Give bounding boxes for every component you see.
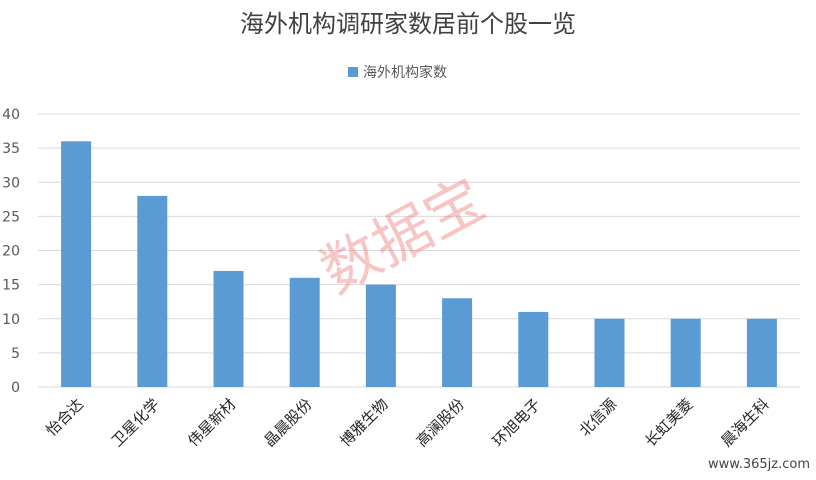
- x-tick-label: 环旭电子: [489, 395, 544, 450]
- y-axis: 0 5 10 15 20 25 30 35 40: [2, 107, 20, 396]
- y-tick-label: 0: [11, 380, 20, 396]
- x-tick-label: 长虹美菱: [641, 395, 696, 450]
- y-tick-label: 20: [2, 244, 20, 260]
- bar: [746, 318, 777, 387]
- watermark: 数据宝: [310, 165, 496, 307]
- y-tick-label: 5: [11, 346, 20, 362]
- chart-title: 海外机构调研家数居前个股一览: [240, 10, 576, 38]
- x-tick-label: 晨海生科: [718, 395, 773, 450]
- legend-swatch: [348, 67, 358, 77]
- x-tick-label: 伟星新材: [184, 395, 239, 450]
- y-tick-label: 30: [2, 175, 20, 191]
- bar: [442, 298, 473, 387]
- bar: [137, 195, 168, 387]
- x-tick-label: 博雅生物: [337, 395, 392, 450]
- y-tick-label: 25: [2, 209, 20, 225]
- bar: [61, 141, 92, 387]
- bar: [518, 311, 549, 387]
- x-tick-label: 北信源: [576, 395, 621, 440]
- x-tick-label: 晶晨股份: [260, 395, 315, 450]
- site-url: www.365jz.com: [708, 457, 810, 472]
- legend-label: 海外机构家数: [363, 64, 447, 81]
- x-tick-label: 高澜股份: [413, 395, 468, 450]
- y-tick-label: 35: [2, 141, 20, 157]
- y-tick-label: 10: [2, 312, 20, 328]
- bar: [365, 284, 396, 387]
- x-axis: 怡合达 卫星化学 伟星新材 晶晨股份 博雅生物 高澜股份 环旭电子 北信源 长虹美菱 晨海生科: [42, 395, 772, 450]
- bar: [289, 277, 320, 387]
- bar: [670, 318, 701, 387]
- bars: [61, 141, 777, 387]
- y-tick-label: 15: [2, 278, 20, 294]
- bar: [213, 270, 244, 387]
- x-tick-label: 怡合达: [42, 395, 87, 440]
- x-tick-label: 卫星化学: [108, 395, 163, 450]
- legend: 海外机构家数: [348, 64, 447, 81]
- bar: [594, 318, 625, 387]
- y-tick-label: 40: [2, 107, 20, 123]
